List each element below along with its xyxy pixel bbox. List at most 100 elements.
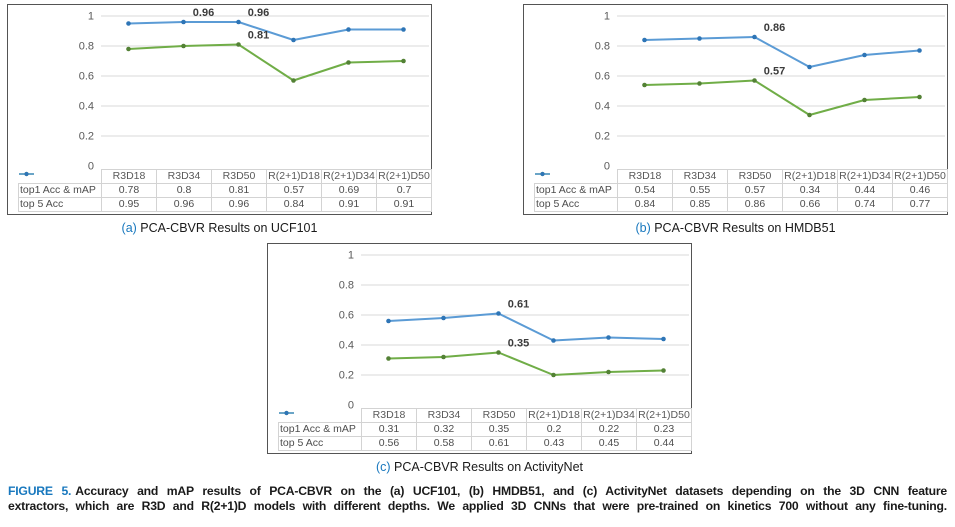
- y-tick-label: 0.4: [339, 340, 354, 352]
- data-point: [752, 34, 757, 40]
- chart-frame-hmdb51: 1 0.8 0.6 0.4 0.2 0 0.86 0.57 R3D18 R3D34 R3D50 R(2…: [523, 4, 948, 215]
- legend-cell: top 5 Acc: [534, 171, 618, 212]
- subcaption-text: PCA-CBVR Results on UCF101: [140, 221, 318, 235]
- value-cell: 0.22: [581, 422, 637, 437]
- chart-block-ucf101: 1 0.8 0.6 0.4 0.2 0 0.96 0.96 0.81 R3D18 R3D34 R3D5…: [7, 4, 432, 235]
- subcaption-letter: (a): [121, 221, 137, 235]
- value-cell: 0.54: [617, 183, 673, 198]
- y-tick-label: 1: [604, 11, 610, 23]
- y-tick-label: 1: [348, 250, 354, 262]
- data-point: [441, 315, 446, 321]
- data-label: 0.86: [764, 22, 785, 34]
- data-point: [496, 350, 501, 355]
- value-cell: 0.56: [361, 436, 417, 451]
- legend-label: top1 Acc & mAP: [280, 423, 356, 436]
- legend-cell: top1 Acc & mAP: [18, 171, 102, 198]
- data-point: [551, 338, 556, 343]
- data-point: [126, 46, 131, 52]
- value-cell: 0.81: [211, 183, 267, 198]
- data-point: [807, 64, 812, 70]
- data-point: [697, 81, 702, 86]
- y-tick-label: 0.6: [339, 310, 354, 322]
- category-header: R(2+1)D34: [321, 169, 377, 184]
- data-point: [346, 60, 351, 65]
- figure-label: FIGURE 5.: [8, 484, 72, 498]
- data-point: [126, 21, 131, 26]
- value-cell: 0.8: [156, 183, 212, 198]
- data-point: [697, 36, 702, 41]
- category-header: R(2+1)D18: [526, 408, 582, 423]
- category-header: R(2+1)D34: [837, 169, 893, 184]
- y-tick-label: 0.4: [79, 101, 94, 113]
- series-line-top5-acc: [128, 21, 404, 41]
- data-point: [862, 52, 867, 58]
- data-point: [346, 27, 351, 32]
- data-point: [551, 372, 556, 378]
- value-cell: 0.7: [376, 183, 432, 198]
- data-point: [661, 368, 666, 373]
- value-cell: 0.57: [727, 183, 783, 198]
- plot-area: 1 0.8 0.6 0.4 0.2 0 0.61 0.35: [339, 250, 689, 412]
- data-label: 0.81: [248, 30, 269, 42]
- value-cell: 0.2: [526, 422, 582, 437]
- chart-block-hmdb51: 1 0.8 0.6 0.4 0.2 0 0.86 0.57 R3D18 R3D34 R3D50 R(2…: [523, 4, 948, 235]
- category-header: R(2+1)D50: [636, 408, 692, 423]
- category-header: R3D34: [156, 169, 212, 184]
- value-cell: 0.35: [471, 422, 527, 437]
- data-point: [401, 58, 406, 64]
- value-cell: 0.74: [837, 197, 893, 212]
- series-line-top5-acc: [644, 36, 920, 68]
- table-row: top1 Acc & mAP 0.54 0.55 0.57 0.34 0.44 0.46: [534, 171, 948, 198]
- value-cell: 0.31: [361, 422, 417, 437]
- data-point: [862, 97, 867, 103]
- value-cell: 0.43: [526, 436, 582, 451]
- data-point: [236, 42, 241, 47]
- category-header: R3D34: [416, 408, 472, 423]
- value-cell: 0.77: [892, 197, 948, 212]
- data-point: [386, 356, 391, 361]
- data-label: 0.61: [508, 299, 529, 311]
- data-point: [642, 37, 647, 43]
- data-point: [291, 78, 296, 83]
- data-point: [606, 369, 611, 375]
- category-header: R3D34: [672, 169, 728, 184]
- y-tick-label: 0.8: [595, 41, 610, 53]
- value-cell: 0.84: [617, 197, 673, 212]
- chart-block-activitynet: 1 0.8 0.6 0.4 0.2 0 0.61 0.35 R3D18 R3D34 R3D50 R(2…: [267, 243, 692, 474]
- table-row: top1 Acc & mAP 0.31 0.32 0.35 0.2 0.22 0.23: [278, 410, 692, 437]
- value-cell: 0.55: [672, 183, 728, 198]
- value-cell: 0.66: [782, 197, 838, 212]
- value-cell: 0.58: [416, 436, 472, 451]
- category-header: R(2+1)D18: [782, 169, 838, 184]
- data-point: [386, 318, 391, 324]
- data-point: [642, 82, 647, 88]
- data-point: [291, 37, 296, 43]
- value-cell: 0.61: [471, 436, 527, 451]
- data-label: 0.96: [193, 7, 214, 19]
- data-point: [441, 354, 446, 360]
- value-cell: 0.46: [892, 183, 948, 198]
- category-header: R(2+1)D50: [376, 169, 432, 184]
- data-point: [496, 311, 501, 316]
- chart-data-table: R3D18 R3D34 R3D50 R(2+1)D18 R(2+1)D34 R(2+1)D…: [18, 169, 432, 212]
- category-header: R3D50: [727, 169, 783, 184]
- category-header: R(2+1)D18: [266, 169, 322, 184]
- value-cell: 0.85: [672, 197, 728, 212]
- data-point: [917, 48, 922, 53]
- category-header: R(2+1)D50: [892, 169, 948, 184]
- value-cell: 0.23: [636, 422, 692, 437]
- chart-frame-ucf101: 1 0.8 0.6 0.4 0.2 0 0.96 0.96 0.81 R3D18 R3D34 R3D5…: [7, 4, 432, 215]
- legend-label: top1 Acc & mAP: [20, 184, 96, 197]
- y-tick-label: 0.6: [79, 71, 94, 83]
- subcaption-letter: (c): [375, 460, 391, 474]
- series-line-top5-acc: [388, 312, 664, 342]
- table-row: top 5 Acc 0.95 0.96 0.96 0.84 0.91 0.91: [18, 171, 432, 212]
- y-tick-label: 0.2: [595, 131, 610, 143]
- value-cell: 0.91: [376, 197, 432, 212]
- value-cell: 0.44: [837, 183, 893, 198]
- plot-area: 1 0.8 0.6 0.4 0.2 0 0.96 0.96 0.81: [79, 7, 429, 173]
- legend-label: top 5 Acc: [20, 198, 64, 211]
- y-tick-label: 0.2: [79, 131, 94, 143]
- data-point: [917, 94, 922, 100]
- data-point: [661, 336, 666, 342]
